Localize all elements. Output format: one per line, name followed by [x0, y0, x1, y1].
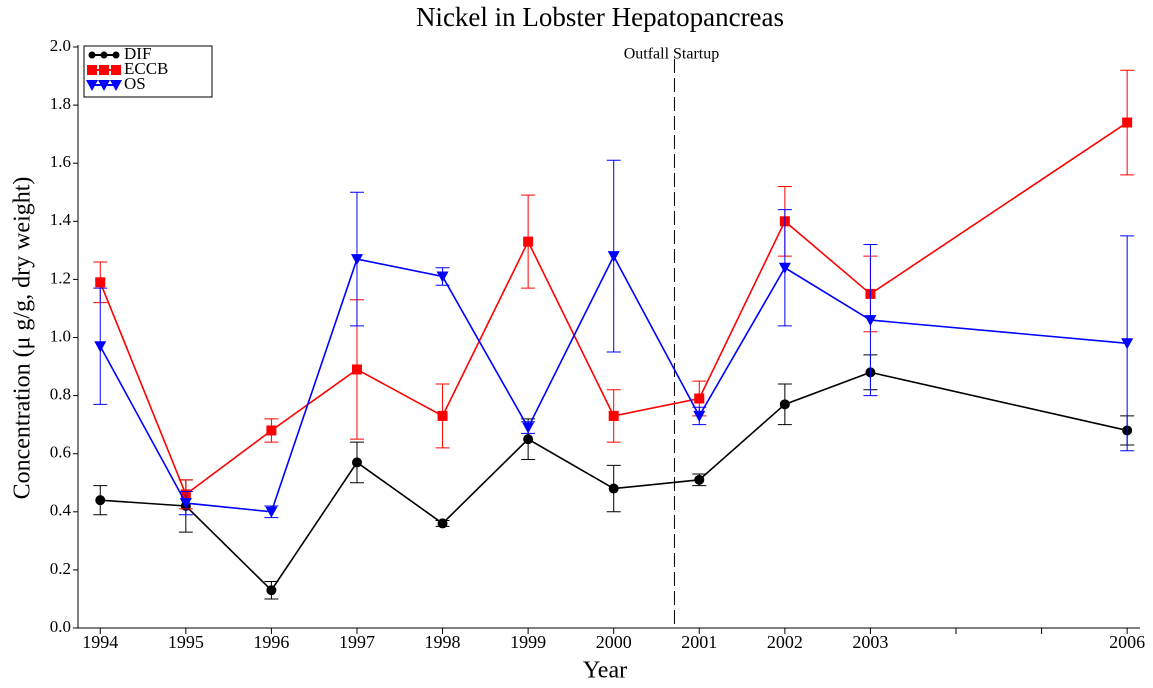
- data-point: [694, 474, 705, 485]
- legend-marker: [86, 80, 98, 91]
- legend-marker: [98, 80, 110, 91]
- data-point: [265, 506, 278, 518]
- y-tick-label: 0.6: [50, 443, 71, 462]
- y-tick-label: 0.8: [50, 385, 71, 404]
- x-tick-label: 2006: [1109, 632, 1145, 652]
- data-point: [351, 364, 362, 375]
- data-point: [266, 585, 277, 596]
- legend-label: ECCB: [124, 59, 168, 78]
- data-point: [266, 425, 277, 436]
- chart-title: Nickel in Lobster Hepatopancreas: [416, 2, 784, 32]
- y-tick-label: 1.2: [50, 268, 71, 287]
- y-tick-label: 1.4: [50, 210, 72, 229]
- x-axis-label: Year: [583, 658, 627, 684]
- y-tick-label: 2.0: [50, 36, 71, 55]
- x-tick-label: 2001: [681, 632, 717, 652]
- data-point: [95, 495, 106, 506]
- x-tick-label: 1996: [253, 632, 289, 652]
- legend-marker: [112, 51, 120, 59]
- data-point: [437, 518, 448, 529]
- x-tick-label: 1998: [425, 632, 461, 652]
- legend-label: DIF: [124, 44, 151, 63]
- legend-marker: [99, 65, 109, 75]
- legend-marker: [88, 51, 96, 59]
- data-point: [779, 399, 790, 410]
- data-point: [179, 498, 192, 510]
- data-point: [694, 393, 705, 404]
- x-tick-label: 1995: [168, 632, 204, 652]
- data-point: [608, 410, 619, 421]
- data-point: [437, 410, 448, 421]
- data-point: [94, 341, 107, 353]
- data-point: [1121, 338, 1134, 350]
- legend-marker: [110, 80, 122, 91]
- x-tick-label: 2003: [852, 632, 888, 652]
- legend-marker: [100, 51, 108, 59]
- y-axis-label: Concentration (μ g/g, dry weight): [10, 177, 36, 500]
- data-point: [608, 483, 619, 494]
- legend-marker: [111, 65, 121, 75]
- y-tick-label: 1.6: [50, 152, 71, 171]
- data-point: [778, 262, 791, 274]
- data-point: [523, 434, 534, 445]
- data-point: [693, 410, 706, 422]
- x-tick-label: 2000: [596, 632, 632, 652]
- y-tick-label: 1.8: [50, 94, 71, 113]
- x-tick-label: 1994: [82, 632, 118, 652]
- legend-label: OS: [124, 74, 146, 93]
- legend-marker: [87, 65, 97, 75]
- data-point: [436, 271, 449, 283]
- y-tick-label: 1.0: [50, 326, 71, 345]
- data-point: [523, 236, 534, 247]
- y-tick-label: 0.2: [50, 559, 71, 578]
- x-tick-label: 1999: [510, 632, 546, 652]
- data-point: [95, 277, 106, 288]
- data-point: [1122, 117, 1133, 128]
- data-point: [522, 422, 535, 434]
- x-tick-label: 2002: [767, 632, 803, 652]
- data-point: [864, 315, 877, 327]
- data-point: [351, 457, 362, 468]
- y-tick-label: 0.0: [50, 617, 71, 636]
- x-tick-label: 1997: [339, 632, 375, 652]
- data-point: [350, 254, 363, 266]
- y-tick-label: 0.4: [50, 501, 72, 520]
- data-point: [607, 251, 620, 263]
- annotation: Outfall Startup: [624, 46, 720, 63]
